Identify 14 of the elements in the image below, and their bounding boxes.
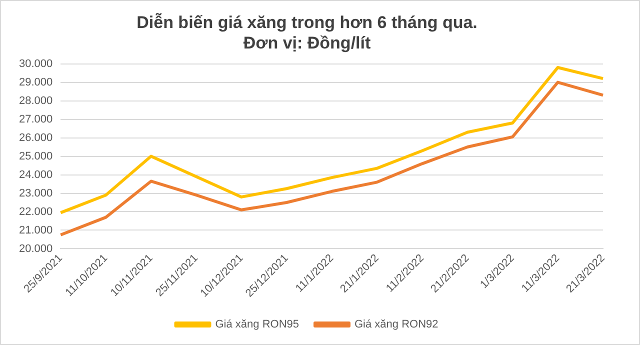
y-tick-label: 27.000 [18,113,53,126]
y-tick-label: 21.000 [18,224,53,236]
y-tick-label: 30.000 [18,58,53,70]
chart-title: Diễn biến giá xăng trong hơn 6 tháng qua. Đơn vị: Đồng/lít [136,12,478,52]
y-tick-label: 24.000 [18,168,53,181]
y-tick-label: 26.000 [18,132,53,144]
y-tick-label: 29.000 [18,76,53,88]
y-tick-label: 22.000 [18,206,53,218]
y-tick-label: 28.000 [18,94,53,107]
legend-label: Giá xăng RON95 [215,318,300,331]
legend-label: Giá xăng RON92 [354,318,438,331]
y-tick-label: 23.000 [18,187,53,200]
y-tick-label: 20.000 [18,242,53,255]
y-tick-label: 25.000 [18,150,53,162]
